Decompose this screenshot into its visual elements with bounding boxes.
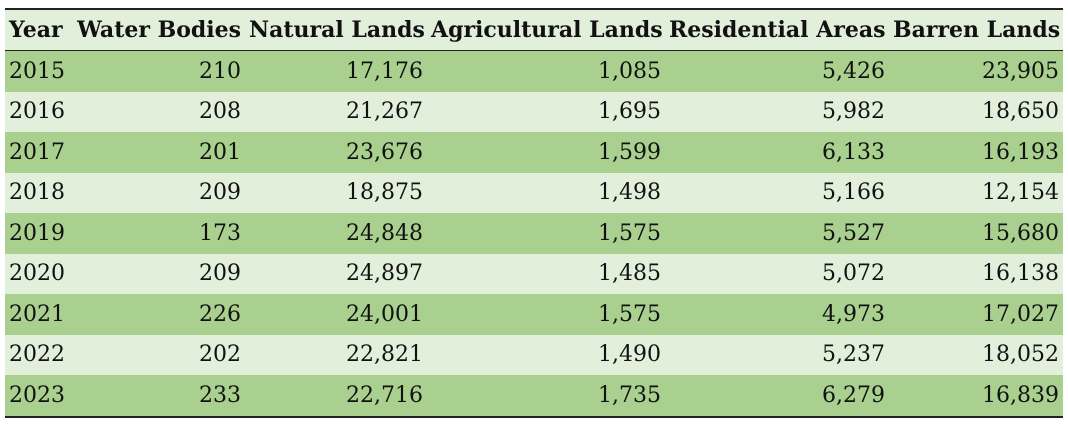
cell-natural-lands: 22,821 <box>346 342 423 368</box>
cell-agricultural-lands: 1,490 <box>598 342 661 368</box>
cell-year: 2015 <box>9 58 65 84</box>
land-cover-table-container: Year Water Bodies Natural Lands Agricult… <box>5 8 1063 418</box>
header-agricultural-lands: Agricultural Lands <box>431 17 663 43</box>
cell-water-bodies: 233 <box>199 382 241 408</box>
table-row: 2023 233 22,716 1,735 6,279 16,839 <box>5 375 1063 417</box>
cell-barren-lands: 18,052 <box>982 342 1059 368</box>
table-row: 2020 209 24,897 1,485 5,072 16,138 <box>5 253 1063 294</box>
cell-natural-lands: 21,267 <box>346 99 423 125</box>
cell-residential-areas: 4,973 <box>822 301 885 327</box>
cell-water-bodies: 209 <box>199 180 241 206</box>
cell-agricultural-lands: 1,575 <box>598 301 661 327</box>
cell-natural-lands: 18,875 <box>346 180 423 206</box>
cell-water-bodies: 208 <box>199 99 241 125</box>
table-row: 2017 201 23,676 1,599 6,133 16,193 <box>5 132 1063 173</box>
table-row: 2022 202 22,821 1,490 5,237 18,052 <box>5 334 1063 375</box>
cell-year: 2019 <box>9 220 65 246</box>
cell-residential-areas: 5,982 <box>822 99 885 125</box>
header-row: Year Water Bodies Natural Lands Agricult… <box>5 9 1063 51</box>
cell-natural-lands: 17,176 <box>346 58 423 84</box>
cell-water-bodies: 226 <box>199 301 241 327</box>
cell-barren-lands: 15,680 <box>982 220 1059 246</box>
cell-natural-lands: 22,716 <box>346 382 423 408</box>
table-header: Year Water Bodies Natural Lands Agricult… <box>5 9 1063 51</box>
cell-year: 2022 <box>9 342 65 368</box>
cell-natural-lands: 24,848 <box>346 220 423 246</box>
cell-agricultural-lands: 1,085 <box>598 58 661 84</box>
cell-year: 2023 <box>9 382 65 408</box>
table-row: 2018 209 18,875 1,498 5,166 12,154 <box>5 172 1063 213</box>
cell-year: 2020 <box>9 261 65 287</box>
table-row: 2016 208 21,267 1,695 5,982 18,650 <box>5 91 1063 132</box>
cell-residential-areas: 5,237 <box>822 342 885 368</box>
header-barren-lands: Barren Lands <box>893 17 1061 43</box>
header-natural-lands: Natural Lands <box>249 17 425 43</box>
cell-water-bodies: 201 <box>199 139 241 165</box>
cell-agricultural-lands: 1,735 <box>598 382 661 408</box>
cell-barren-lands: 16,138 <box>982 261 1059 287</box>
cell-residential-areas: 6,279 <box>822 382 885 408</box>
cell-residential-areas: 5,166 <box>822 180 885 206</box>
header-water-bodies: Water Bodies <box>77 17 241 43</box>
cell-residential-areas: 5,527 <box>822 220 885 246</box>
cell-water-bodies: 202 <box>199 342 241 368</box>
cell-residential-areas: 6,133 <box>822 139 885 165</box>
cell-residential-areas: 5,072 <box>822 261 885 287</box>
table-row: 2019 173 24,848 1,575 5,527 15,680 <box>5 213 1063 254</box>
cell-year: 2016 <box>9 99 65 125</box>
cell-year: 2021 <box>9 301 65 327</box>
cell-agricultural-lands: 1,498 <box>598 180 661 206</box>
header-residential-areas: Residential Areas <box>669 17 886 43</box>
cell-barren-lands: 12,154 <box>982 180 1059 206</box>
cell-barren-lands: 17,027 <box>982 301 1059 327</box>
table-row: 2015 210 17,176 1,085 5,426 23,905 <box>5 50 1063 92</box>
cell-residential-areas: 5,426 <box>822 58 885 84</box>
cell-agricultural-lands: 1,575 <box>598 220 661 246</box>
cell-agricultural-lands: 1,695 <box>598 99 661 125</box>
cell-natural-lands: 23,676 <box>346 139 423 165</box>
cell-water-bodies: 210 <box>199 58 241 84</box>
cell-water-bodies: 209 <box>199 261 241 287</box>
header-year: Year <box>9 17 63 43</box>
cell-year: 2017 <box>9 139 65 165</box>
cell-barren-lands: 16,839 <box>982 382 1059 408</box>
cell-barren-lands: 18,650 <box>982 99 1059 125</box>
cell-natural-lands: 24,001 <box>346 301 423 327</box>
land-cover-table: Year Water Bodies Natural Lands Agricult… <box>5 8 1063 418</box>
cell-year: 2018 <box>9 180 65 206</box>
cell-agricultural-lands: 1,599 <box>598 139 661 165</box>
cell-water-bodies: 173 <box>199 220 241 246</box>
cell-agricultural-lands: 1,485 <box>598 261 661 287</box>
cell-barren-lands: 23,905 <box>982 58 1059 84</box>
cell-natural-lands: 24,897 <box>346 261 423 287</box>
table-body: 2015 210 17,176 1,085 5,426 23,905 2016 208 21,2… <box>5 50 1063 417</box>
table-row: 2021 226 24,001 1,575 4,973 17,027 <box>5 294 1063 335</box>
cell-barren-lands: 16,193 <box>982 139 1059 165</box>
